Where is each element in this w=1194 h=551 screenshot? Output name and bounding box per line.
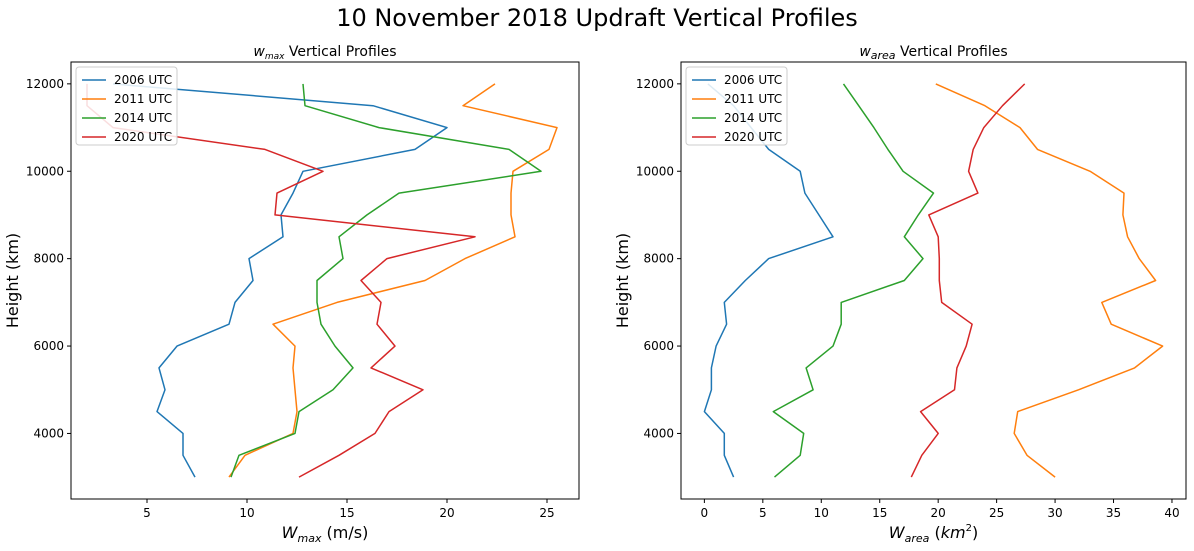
warea-y-axis-label: Height (km) bbox=[613, 233, 632, 328]
wmax-xtick-label: 20 bbox=[439, 506, 454, 520]
warea-x-axis-label: Warea (km2) bbox=[889, 523, 978, 545]
wmax-legend-label: 2020 UTC bbox=[114, 130, 172, 144]
wmax-legend-label: 2014 UTC bbox=[114, 111, 172, 125]
warea-xtick-label: 20 bbox=[931, 506, 946, 520]
wmax-xtick-label: 5 bbox=[143, 506, 151, 520]
wmax-panel: 5 10 15 20 25 4000 6000 8000 10000 12000 wmax Vert… bbox=[3, 44, 580, 545]
warea-xtick-label: 25 bbox=[989, 506, 1004, 520]
wmax-series-line-2011-utc bbox=[228, 83, 558, 478]
wmax-axes-frame bbox=[70, 61, 580, 500]
wmax-ytick-label: 12000 bbox=[26, 77, 64, 91]
warea-series-line-2014-utc bbox=[772, 83, 935, 478]
warea-legend-label: 2020 UTC bbox=[724, 130, 782, 144]
warea-ytick-label: 8000 bbox=[643, 252, 674, 266]
wmax-xtick-label: 15 bbox=[339, 506, 354, 520]
wmax-ytick-label: 10000 bbox=[26, 164, 64, 178]
wmax-legend: 2006 UTC 2011 UTC 2014 UTC 2020 UTC bbox=[75, 66, 178, 146]
warea-ytick-label: 4000 bbox=[643, 426, 674, 440]
warea-panel-title: warea Vertical Profiles bbox=[859, 44, 1007, 62]
wmax-legend-label: 2011 UTC bbox=[114, 92, 172, 106]
wmax-legend-box bbox=[75, 66, 178, 146]
warea-xtick-label: 30 bbox=[1047, 506, 1062, 520]
wmax-series-line-2020-utc bbox=[86, 83, 476, 478]
wmax-panel-title: wmax Vertical Profiles bbox=[253, 44, 396, 62]
warea-panel: 0 5 10 15 20 25 30 35 40 4000 6000 8000 10000 12000 wa… bbox=[613, 44, 1187, 545]
warea-series-line-2011-utc bbox=[935, 83, 1164, 478]
warea-legend-label: 2006 UTC bbox=[724, 73, 782, 87]
warea-ytick-label: 12000 bbox=[636, 77, 674, 91]
warea-ytick-label: 6000 bbox=[643, 339, 674, 353]
warea-series-line-2006-utc bbox=[703, 83, 834, 478]
warea-xtick-label: 0 bbox=[701, 506, 709, 520]
warea-legend-label: 2011 UTC bbox=[724, 92, 782, 106]
warea-legend-box bbox=[685, 66, 788, 146]
wmax-series-line-2014-utc bbox=[230, 83, 542, 478]
wmax-xtick-label: 10 bbox=[239, 506, 254, 520]
warea-series-line-2020-utc bbox=[910, 83, 1026, 478]
warea-xtick-label: 15 bbox=[872, 506, 887, 520]
warea-axes-frame bbox=[680, 61, 1187, 500]
wmax-ytick-label: 6000 bbox=[33, 339, 64, 353]
warea-xtick-label: 40 bbox=[1164, 506, 1179, 520]
warea-xtick-label: 35 bbox=[1106, 506, 1121, 520]
wmax-xtick-label: 25 bbox=[539, 506, 554, 520]
warea-xtick-label: 5 bbox=[759, 506, 767, 520]
figure-suptitle: 10 November 2018 Updraft Vertical Profil… bbox=[336, 4, 858, 32]
wmax-x-axis-label: Wmax (m/s) bbox=[282, 523, 369, 545]
warea-xtick-label: 10 bbox=[814, 506, 829, 520]
wmax-ytick-label: 8000 bbox=[33, 252, 64, 266]
wmax-legend-label: 2006 UTC bbox=[114, 73, 172, 87]
warea-ytick-label: 10000 bbox=[636, 164, 674, 178]
wmax-series-line-2006-utc bbox=[112, 83, 448, 478]
warea-legend: 2006 UTC 2011 UTC 2014 UTC 2020 UTC bbox=[685, 66, 788, 146]
wmax-y-axis-label: Height (km) bbox=[3, 233, 22, 328]
wmax-ytick-label: 4000 bbox=[33, 426, 64, 440]
warea-legend-label: 2014 UTC bbox=[724, 111, 782, 125]
